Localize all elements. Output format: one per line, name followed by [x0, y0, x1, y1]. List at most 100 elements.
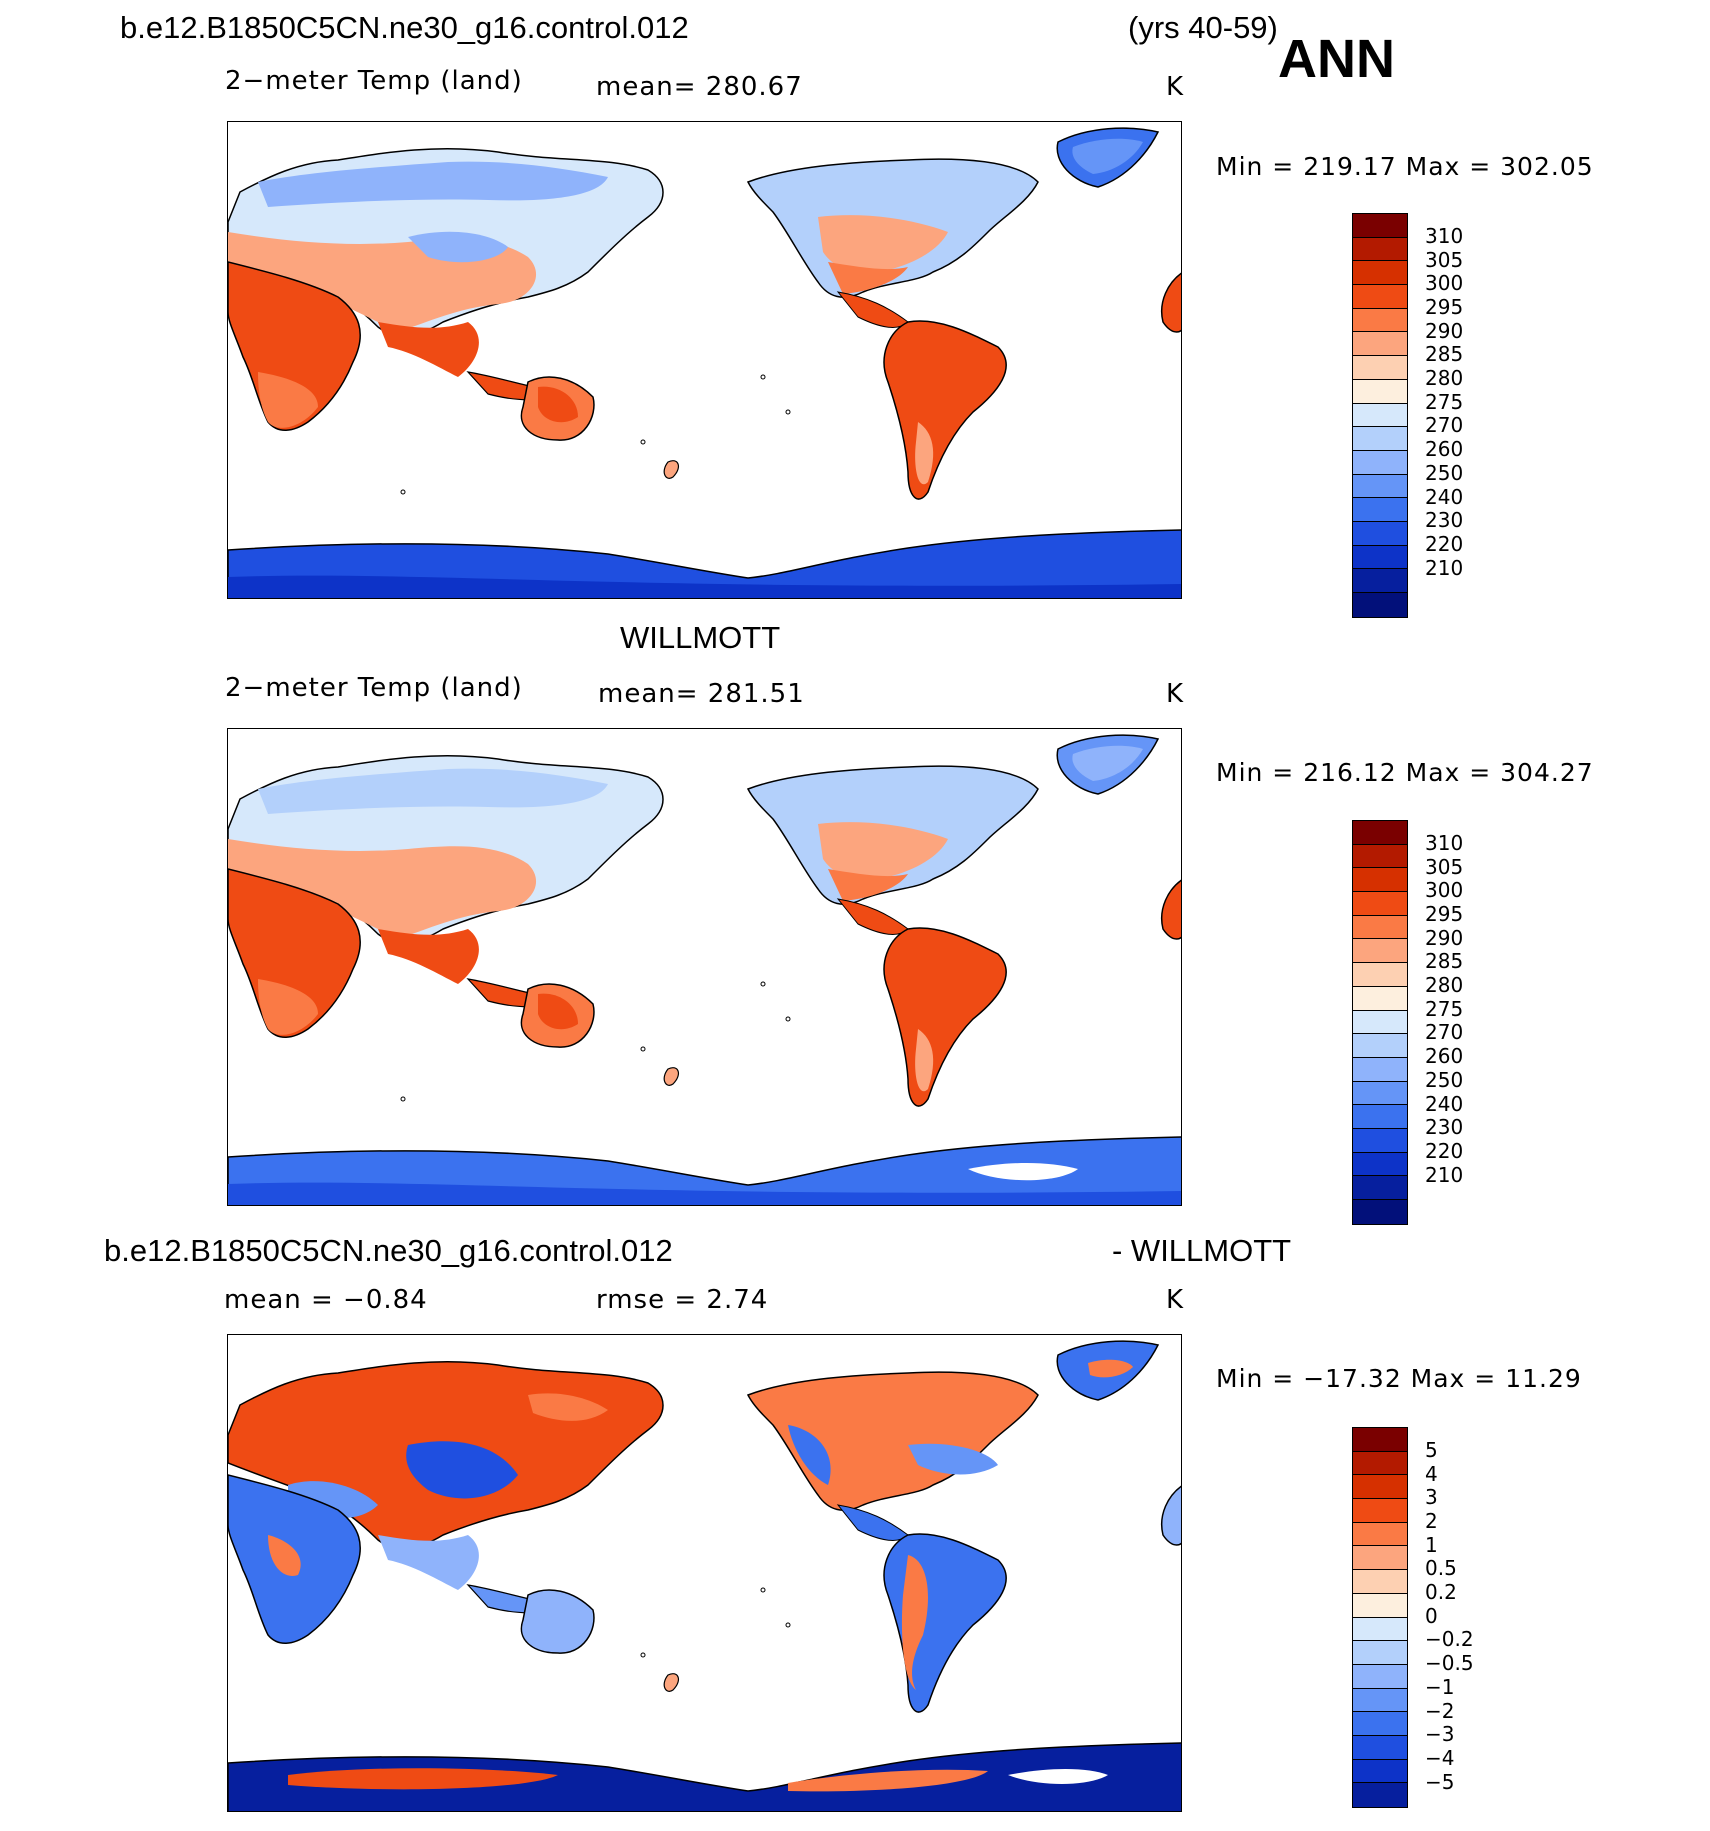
panel1-variable: 2−meter Temp (land) — [225, 66, 523, 96]
colorbar-label: 275 — [1425, 389, 1464, 414]
panel3-title-left: b.e12.B1850C5CN.ne30_g16.control.012 — [104, 1233, 673, 1268]
colorbar-label: 0.2 — [1425, 1580, 1457, 1605]
panel3-map — [227, 1334, 1182, 1812]
colorbar-label: 290 — [1425, 318, 1464, 343]
panel2-colorbar — [1352, 820, 1408, 1225]
colorbar-swatch — [1353, 1641, 1407, 1665]
colorbar-label: 210 — [1425, 555, 1464, 580]
colorbar-label: 300 — [1425, 271, 1464, 296]
colorbar-swatch — [1353, 963, 1407, 987]
colorbar-swatch — [1353, 1034, 1407, 1058]
colorbar-swatch — [1353, 308, 1407, 333]
colorbar-label: 280 — [1425, 366, 1464, 391]
colorbar-label: −1 — [1425, 1674, 1455, 1699]
panel1-units: K — [1166, 72, 1185, 102]
colorbar-swatch — [1353, 285, 1407, 309]
colorbar-swatch — [1353, 403, 1407, 428]
colorbar-swatch — [1353, 1593, 1407, 1618]
colorbar-swatch — [1353, 1712, 1407, 1736]
colorbar-swatch — [1353, 521, 1407, 546]
colorbar-label: 240 — [1425, 1091, 1464, 1116]
colorbar-label: 290 — [1425, 925, 1464, 950]
colorbar-swatch — [1353, 1057, 1407, 1082]
colorbar-swatch — [1353, 1152, 1407, 1177]
colorbar-swatch — [1353, 379, 1407, 404]
panel2-mean: mean= 281.51 — [598, 679, 805, 709]
colorbar-swatch — [1353, 1200, 1407, 1224]
panel3-mean: mean = −0.84 — [224, 1285, 428, 1315]
panel3-colorbar — [1352, 1427, 1408, 1808]
colorbar-label: 275 — [1425, 996, 1464, 1021]
colorbar-label: 285 — [1425, 342, 1464, 367]
colorbar-swatch — [1353, 237, 1407, 262]
panel1-mean: mean= 280.67 — [596, 72, 803, 102]
colorbar-label: 2 — [1425, 1508, 1438, 1533]
colorbar-label: 0.5 — [1425, 1556, 1457, 1581]
colorbar-swatch — [1353, 214, 1407, 238]
colorbar-label: 240 — [1425, 484, 1464, 509]
colorbar-swatch — [1353, 1128, 1407, 1153]
colorbar-swatch — [1353, 569, 1407, 593]
colorbar-swatch — [1353, 1570, 1407, 1594]
colorbar-label: 5 — [1425, 1437, 1438, 1462]
colorbar-swatch — [1353, 1783, 1407, 1807]
colorbar-swatch — [1353, 1081, 1407, 1106]
colorbar-swatch — [1353, 1451, 1407, 1476]
colorbar-swatch — [1353, 593, 1407, 617]
colorbar-swatch — [1353, 986, 1407, 1011]
panel2-units: K — [1166, 679, 1185, 709]
years-label: (yrs 40-59) — [1128, 10, 1278, 45]
australia — [520, 1589, 595, 1654]
colorbar-label: 300 — [1425, 878, 1464, 903]
colorbar-swatch — [1353, 1617, 1407, 1642]
colorbar-swatch — [1353, 1105, 1407, 1129]
colorbar-swatch — [1353, 915, 1407, 940]
panel3-rmse: rmse = 2.74 — [596, 1285, 769, 1315]
panel2-title: WILLMOTT — [620, 620, 781, 655]
colorbar-label: −4 — [1425, 1745, 1455, 1770]
panel1-map — [227, 121, 1182, 599]
colorbar-label: 305 — [1425, 854, 1464, 879]
colorbar-swatch — [1353, 1010, 1407, 1035]
colorbar-swatch — [1353, 844, 1407, 869]
panel2-map — [227, 728, 1182, 1206]
colorbar-label: −0.2 — [1425, 1627, 1474, 1652]
season-label: ANN — [1278, 29, 1395, 89]
colorbar-label: −0.5 — [1425, 1651, 1474, 1676]
colorbar-swatch — [1353, 1688, 1407, 1713]
colorbar-swatch — [1353, 450, 1407, 475]
colorbar-swatch — [1353, 939, 1407, 964]
colorbar-swatch — [1353, 821, 1407, 845]
colorbar-swatch — [1353, 545, 1407, 570]
colorbar-label: 220 — [1425, 531, 1464, 556]
south-america — [883, 927, 1007, 1107]
colorbar-label: 230 — [1425, 508, 1464, 533]
colorbar-label: 0 — [1425, 1603, 1438, 1628]
colorbar-label: 230 — [1425, 1115, 1464, 1140]
antarctica — [228, 1742, 1181, 1811]
colorbar-label: 250 — [1425, 460, 1464, 485]
colorbar-swatch — [1353, 868, 1407, 893]
case-title: b.e12.B1850C5CN.ne30_g16.control.012 — [120, 10, 689, 45]
colorbar-swatch — [1353, 498, 1407, 522]
panel2-variable: 2−meter Temp (land) — [225, 673, 523, 703]
colorbar-swatch — [1353, 1499, 1407, 1523]
colorbar-swatch — [1353, 427, 1407, 451]
panel1-colorbar — [1352, 213, 1408, 618]
panel3-units: K — [1166, 1285, 1185, 1315]
colorbar-label: 210 — [1425, 1162, 1464, 1187]
colorbar-swatch — [1353, 332, 1407, 357]
panel1-minmax: Min = 219.17 Max = 302.05 — [1216, 152, 1594, 181]
colorbar-label: 250 — [1425, 1067, 1464, 1092]
panel2-minmax: Min = 216.12 Max = 304.27 — [1216, 758, 1594, 787]
colorbar-swatch — [1353, 356, 1407, 380]
colorbar-label: 310 — [1425, 830, 1464, 855]
colorbar-swatch — [1353, 1176, 1407, 1200]
colorbar-swatch — [1353, 1428, 1407, 1452]
colorbar-swatch — [1353, 1546, 1407, 1571]
colorbar-label: 220 — [1425, 1138, 1464, 1163]
north-america — [746, 1371, 1039, 1511]
colorbar-label: 3 — [1425, 1485, 1438, 1510]
colorbar-label: 305 — [1425, 247, 1464, 272]
colorbar-swatch — [1353, 1664, 1407, 1689]
